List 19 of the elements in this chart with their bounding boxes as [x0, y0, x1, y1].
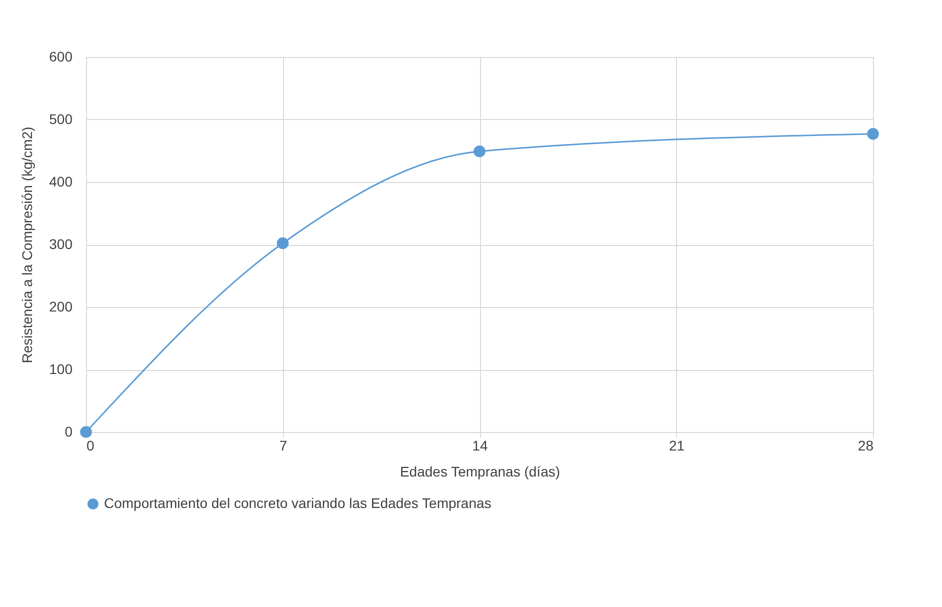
- x-axis-title: Edades Tempranas (días): [400, 464, 560, 480]
- point: [80, 426, 92, 438]
- y-axis-title: Resistencia a la Compresión (kg/cm2): [19, 126, 36, 364]
- x-tick-label: 21: [668, 438, 685, 454]
- x-tick-label: 0: [86, 438, 94, 454]
- legend-label: Comportamiento del concreto variando las Edades Tempranas: [104, 495, 492, 511]
- y-tick-label: 400: [49, 174, 73, 190]
- point: [474, 145, 486, 158]
- x-tick-label: 28: [858, 438, 874, 454]
- y-tick-label: 100: [49, 361, 73, 377]
- y-tick-label: 600: [49, 48, 73, 64]
- point: [276, 237, 289, 250]
- x-tick-label: 7: [279, 438, 288, 454]
- point: [867, 128, 879, 140]
- y-tick-label: 300: [49, 236, 73, 252]
- x-tick-label: 14: [472, 438, 488, 454]
- y-tick-label: 200: [49, 298, 73, 314]
- y-tick-label: 500: [49, 111, 73, 127]
- y-tick-label: 0: [64, 424, 73, 440]
